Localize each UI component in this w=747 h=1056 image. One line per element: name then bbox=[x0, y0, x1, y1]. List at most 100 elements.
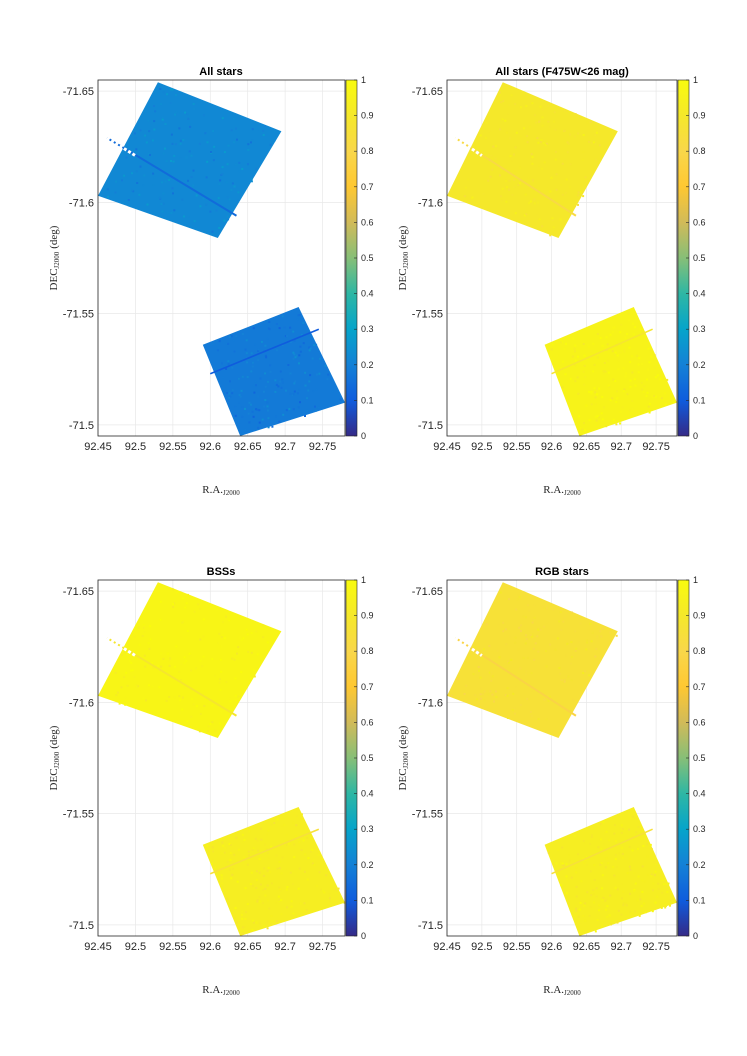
speckle bbox=[293, 390, 296, 393]
speckle bbox=[525, 634, 527, 637]
speckle bbox=[251, 929, 254, 932]
speckle bbox=[507, 717, 510, 719]
speckle bbox=[491, 693, 494, 696]
colorbar: 00.10.20.30.40.50.60.70.80.91 bbox=[345, 75, 374, 441]
speckle bbox=[211, 658, 214, 660]
speckle bbox=[114, 672, 117, 674]
speckle bbox=[267, 866, 270, 869]
speckle bbox=[252, 384, 255, 387]
speckle bbox=[250, 632, 253, 634]
speckle bbox=[520, 220, 523, 223]
speckle bbox=[158, 196, 161, 199]
speckle bbox=[636, 847, 639, 850]
speckle bbox=[251, 361, 254, 364]
speckle bbox=[173, 154, 176, 157]
speckle bbox=[599, 630, 602, 633]
speckle bbox=[233, 658, 236, 661]
speckle bbox=[299, 345, 302, 348]
colorbar-tick-label: 0.5 bbox=[693, 253, 706, 263]
speckle bbox=[170, 160, 173, 162]
speckle bbox=[574, 364, 577, 367]
speckle bbox=[269, 364, 272, 367]
speckle bbox=[547, 187, 550, 190]
speckle bbox=[583, 364, 586, 367]
speckle bbox=[229, 852, 232, 855]
speckle bbox=[240, 913, 243, 916]
y-tick-labels: -71.65-71.6-71.55-71.5 bbox=[412, 86, 443, 432]
speckle bbox=[166, 211, 169, 214]
speckle bbox=[165, 160, 168, 163]
speckle bbox=[576, 614, 579, 617]
speckle bbox=[623, 350, 626, 353]
speckle bbox=[248, 854, 250, 857]
speckle bbox=[494, 690, 497, 693]
speckle bbox=[169, 657, 172, 660]
speckle bbox=[596, 333, 599, 335]
speckle bbox=[554, 128, 557, 131]
speckle bbox=[129, 637, 132, 640]
speckle bbox=[555, 862, 558, 865]
x-tick-label: 92.55 bbox=[159, 941, 187, 953]
speckle bbox=[621, 846, 624, 849]
speckle bbox=[534, 135, 537, 138]
speckle bbox=[626, 872, 629, 875]
speckle bbox=[257, 849, 259, 852]
speckle bbox=[228, 697, 231, 700]
speckle bbox=[608, 839, 611, 842]
speckle bbox=[298, 867, 301, 870]
speckle bbox=[584, 859, 587, 862]
speckle bbox=[231, 389, 234, 392]
speckle bbox=[236, 138, 238, 141]
speckle bbox=[636, 899, 639, 902]
speckle bbox=[565, 892, 568, 895]
speckle bbox=[213, 145, 216, 148]
speckle bbox=[159, 600, 162, 603]
speckle bbox=[509, 155, 512, 158]
speckle bbox=[251, 139, 254, 142]
axes-frame bbox=[97, 79, 346, 437]
speckle bbox=[659, 397, 662, 400]
speckle bbox=[131, 172, 133, 175]
speckle bbox=[638, 357, 641, 360]
speckle bbox=[183, 686, 186, 689]
colorbar-tick-label: 0.7 bbox=[693, 682, 706, 692]
speckle bbox=[609, 399, 612, 402]
speckle bbox=[605, 336, 608, 339]
speckle bbox=[211, 857, 214, 860]
speckle bbox=[505, 179, 507, 182]
speckle bbox=[571, 656, 573, 658]
speckle bbox=[652, 882, 655, 885]
speckle bbox=[175, 111, 178, 114]
speckle bbox=[189, 654, 192, 657]
speckle bbox=[633, 910, 636, 913]
speckle bbox=[226, 196, 229, 199]
speckle bbox=[533, 202, 536, 205]
speckle bbox=[125, 671, 128, 674]
speckle bbox=[173, 602, 176, 605]
speckle bbox=[509, 659, 512, 661]
speckle bbox=[141, 635, 144, 637]
speckle bbox=[491, 168, 494, 171]
speckle bbox=[514, 641, 517, 644]
speckle bbox=[255, 408, 258, 411]
axes-frame bbox=[446, 79, 678, 437]
speckle bbox=[220, 670, 223, 673]
speckle bbox=[174, 143, 177, 146]
speckle bbox=[581, 428, 584, 431]
speckle bbox=[307, 857, 310, 860]
speckle bbox=[295, 873, 298, 876]
speckle bbox=[311, 848, 314, 851]
speckle bbox=[258, 896, 261, 899]
speckle bbox=[313, 858, 315, 861]
speckle bbox=[278, 420, 281, 423]
speckle bbox=[613, 874, 616, 877]
colorbar-tick-label: 0.5 bbox=[693, 753, 706, 763]
speckle bbox=[249, 883, 252, 885]
speckle bbox=[255, 637, 258, 640]
speckle bbox=[617, 359, 620, 362]
speckle bbox=[570, 876, 573, 879]
speckle bbox=[115, 180, 118, 183]
panel-rgb-stars: 92.45 92.5 92.55 92.6 92.65 92.7 92.75 -71.65-… bbox=[397, 566, 706, 997]
speckle bbox=[587, 629, 590, 632]
colorbar-tick-label: 0.8 bbox=[361, 646, 374, 656]
